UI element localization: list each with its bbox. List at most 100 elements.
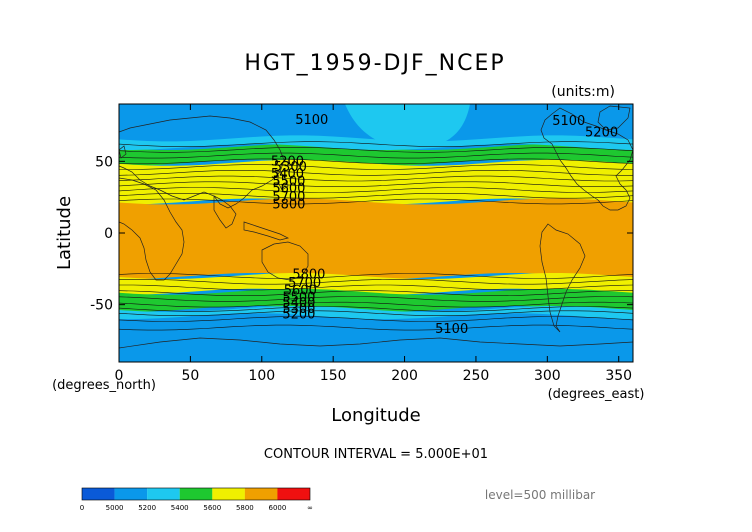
band-cyan-south xyxy=(119,306,633,320)
colorbar-subswatch xyxy=(163,488,180,500)
japan-coastline xyxy=(277,169,289,191)
india-coastline xyxy=(213,195,237,229)
contour-label: 5300 xyxy=(282,302,315,317)
x-tick-label: 100 xyxy=(248,368,275,384)
axis-ticks: 0 50 100 150 200 250 300 350 50 0 -50 xyxy=(90,104,633,384)
colorbar: 0 5000 5200 5400 5600 5800 6000 ∞ xyxy=(80,487,313,512)
contour-interval-text: CONTOUR INTERVAL = 5.000E+01 xyxy=(264,447,488,462)
x-tick-label: 250 xyxy=(463,368,490,384)
y-tick-label: 0 xyxy=(104,226,113,242)
contour-line xyxy=(119,296,633,302)
south-america-coastline xyxy=(539,223,586,333)
band-blue-atlantic xyxy=(540,104,633,134)
level-text: level=500 millibar xyxy=(485,488,595,502)
x-axis-label: Longitude xyxy=(331,405,421,426)
africa-coastline xyxy=(119,177,185,281)
contour-label: 5300 xyxy=(274,160,307,175)
y-axis-label: Latitude xyxy=(54,196,75,270)
colorbar-tick-label: ∞ xyxy=(307,504,313,512)
x-tick-label: 150 xyxy=(320,368,347,384)
x-tick-label: 300 xyxy=(534,368,561,384)
band-cyan-north xyxy=(119,135,633,150)
contour-line xyxy=(119,273,633,279)
colorbar-subswatch xyxy=(98,488,115,500)
colorbar-tick-label: 5400 xyxy=(171,504,189,512)
colorbar-subswatch xyxy=(293,488,310,500)
chart-title: HGT_1959-DJF_NCEP xyxy=(244,51,505,76)
eurasia-coastline xyxy=(119,115,285,209)
plot-area: 5100 510052005200530054005500560057005800… xyxy=(90,103,634,384)
contour-label: 5200 xyxy=(585,126,618,141)
colorbar-subswatch xyxy=(130,488,148,500)
contour-line xyxy=(119,175,633,182)
indonesia-coastline xyxy=(243,221,290,241)
coastline-outlines xyxy=(119,105,633,349)
contour-line xyxy=(119,152,633,159)
contour-line xyxy=(119,141,633,147)
antarctica-coastline xyxy=(119,337,633,349)
contour-line xyxy=(119,147,633,153)
uk-coastline xyxy=(119,145,127,159)
contour-label: 5400 xyxy=(282,296,315,311)
band-blue-eurasia xyxy=(119,104,345,130)
contour-line xyxy=(119,306,633,312)
units-label: (units:m) xyxy=(551,84,615,100)
contour-label: 5200 xyxy=(282,308,315,323)
band-blue-south-polar xyxy=(119,329,633,362)
contour-label: 5100 xyxy=(295,113,328,128)
contour-label: 5100 xyxy=(435,322,468,337)
colorbar-tick-label: 5000 xyxy=(106,504,124,512)
contour-label: 5500 xyxy=(272,174,305,189)
y-tick-label: -50 xyxy=(90,298,113,314)
contour-label: 5500 xyxy=(282,291,315,306)
contour-label: 5600 xyxy=(284,283,317,298)
colorbar-subswatch xyxy=(228,488,245,500)
contour-line xyxy=(119,187,633,193)
y-tick-label: 50 xyxy=(95,154,113,170)
contour-line xyxy=(119,316,633,322)
x-tick-label: 50 xyxy=(181,368,199,384)
greenland-coastline xyxy=(597,105,631,131)
x-tick-label: 200 xyxy=(391,368,418,384)
contour-label: 5100 xyxy=(552,114,585,129)
contour-line xyxy=(119,170,633,176)
contour-line xyxy=(119,279,633,285)
band-green-south xyxy=(119,288,633,312)
contour-line xyxy=(119,181,633,187)
contour-label: 5200 xyxy=(271,154,304,169)
band-green-north xyxy=(119,144,633,166)
contour-label: 5700 xyxy=(288,276,321,291)
contour-line xyxy=(119,324,633,331)
contour-line xyxy=(119,193,633,199)
colorbar-subswatch xyxy=(261,488,278,500)
contour-line xyxy=(119,290,633,296)
colorbar-subswatch xyxy=(196,488,213,500)
contour-label: 5700 xyxy=(272,190,305,205)
colorbar-tick-label: 5200 xyxy=(138,504,156,512)
colorbar-tick-label: 5800 xyxy=(236,504,254,512)
band-orange-tropics xyxy=(119,198,633,279)
contour-label: 5600 xyxy=(272,182,305,197)
contour-line xyxy=(119,310,633,316)
colorbar-tick-label: 5600 xyxy=(203,504,221,512)
band-yellow-south xyxy=(119,273,633,295)
x-tick-label: 0 xyxy=(115,368,124,384)
y-units-label: (degrees_north) xyxy=(52,378,156,393)
contour-line xyxy=(119,164,633,170)
contour-label: 5400 xyxy=(271,167,304,182)
x-units-label: (degrees_east) xyxy=(548,387,645,402)
contour-fill-bands xyxy=(119,104,633,362)
contour-line xyxy=(119,198,633,205)
contour-label: 5800 xyxy=(292,268,325,283)
contour-label: 5800 xyxy=(272,197,305,212)
colorbar-tick-label: 0 xyxy=(80,504,84,512)
band-cyan-pacific-ridge xyxy=(345,104,470,149)
x-tick-label: 350 xyxy=(605,368,632,384)
band-yellow-north xyxy=(119,159,633,205)
colorbar-frame xyxy=(81,487,311,501)
north-america-coastline xyxy=(540,107,633,211)
contour-line xyxy=(119,158,633,165)
contour-labels: 5100 510052005200530054005500560057005800… xyxy=(271,113,618,337)
colorbar-tick-label: 6000 xyxy=(269,504,287,512)
